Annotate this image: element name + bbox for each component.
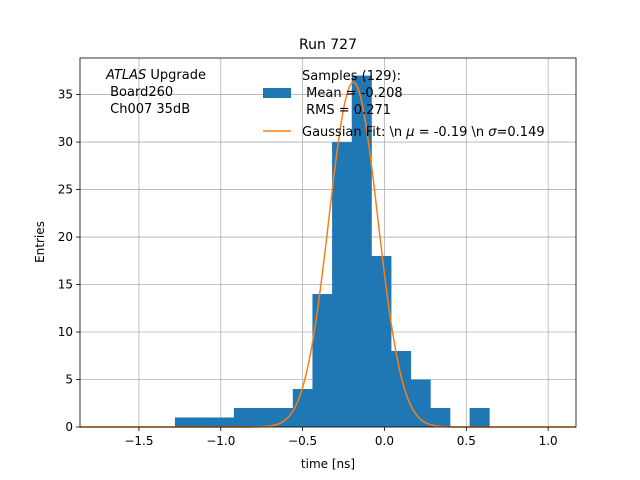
legend-fit-mu-symbol: μ <box>405 125 414 140</box>
legend-fit-prefix: Gaussian Fit: \n <box>302 125 406 140</box>
histogram-bar <box>430 408 451 427</box>
annotation-atlas: ATLAS <box>105 68 146 83</box>
histogram-bar <box>253 408 274 427</box>
legend: Samples (129): Mean = -0.208 RMS = 0.271… <box>263 69 545 140</box>
y-tick-label: 5 <box>65 373 73 387</box>
y-tick-label: 30 <box>58 135 73 149</box>
atlas-annotation: ATLAS Upgrade Board260 Ch007 35dB <box>105 68 206 117</box>
x-tick-label: 0.5 <box>457 434 476 448</box>
legend-fit-label: Gaussian Fit: \n μ = -0.19 \n σ=0.149 <box>302 125 545 140</box>
x-tick-label: 0.0 <box>375 434 394 448</box>
y-tick-label: 35 <box>58 88 73 102</box>
histogram-bar <box>194 417 215 427</box>
grid <box>80 58 576 428</box>
histogram-bar <box>332 142 353 427</box>
y-tick-label: 25 <box>58 183 73 197</box>
legend-fit-sigma-symbol: σ <box>488 125 497 140</box>
legend-fit-sigma-value: =0.149 <box>497 125 545 140</box>
histogram-bar <box>351 75 372 428</box>
annotation-line-1: ATLAS Upgrade <box>105 68 206 83</box>
chart-title: Run 727 <box>299 37 357 53</box>
histogram-bar <box>273 408 294 427</box>
y-axis-label: Entries <box>33 221 47 263</box>
histogram-bar <box>174 417 195 427</box>
legend-histogram-line-1: Samples (129): <box>302 69 401 84</box>
annotation-upgrade: Upgrade <box>146 68 206 83</box>
x-axis-label: time [ns] <box>301 457 355 471</box>
histogram-bar <box>371 256 392 427</box>
x-tick-label: −1.0 <box>206 434 235 448</box>
legend-histogram-line-3: RMS = 0.271 <box>302 103 391 118</box>
legend-histogram-swatch <box>263 88 291 98</box>
annotation-line-2: Board260 <box>106 85 173 100</box>
y-tick-label: 15 <box>58 278 73 292</box>
histogram-bar <box>312 294 333 427</box>
plot-area-frame <box>79 57 577 428</box>
histogram-bar <box>233 408 254 427</box>
axis-ticks: −1.5 −1.0 −0.5 0.0 0.5 1.0 0 5 10 15 20 25 30 35 <box>58 88 558 448</box>
y-tick-label: 20 <box>58 230 73 244</box>
legend-fit-mu-value: = -0.19 \n <box>415 125 489 140</box>
histogram-bar <box>391 351 412 427</box>
y-tick-label: 10 <box>58 325 73 339</box>
histogram-bar <box>469 408 490 427</box>
legend-histogram-line-2: Mean = -0.208 <box>302 86 403 101</box>
annotation-line-3: Ch007 35dB <box>106 102 190 117</box>
y-tick-label: 0 <box>65 420 73 434</box>
x-tick-label: −0.5 <box>288 434 317 448</box>
x-tick-label: 1.0 <box>539 434 558 448</box>
x-tick-label: −1.5 <box>124 434 153 448</box>
histogram-bar <box>292 389 313 427</box>
histogram-bar <box>410 379 431 427</box>
histogram-bar <box>214 417 235 427</box>
histogram-bars <box>174 75 490 428</box>
